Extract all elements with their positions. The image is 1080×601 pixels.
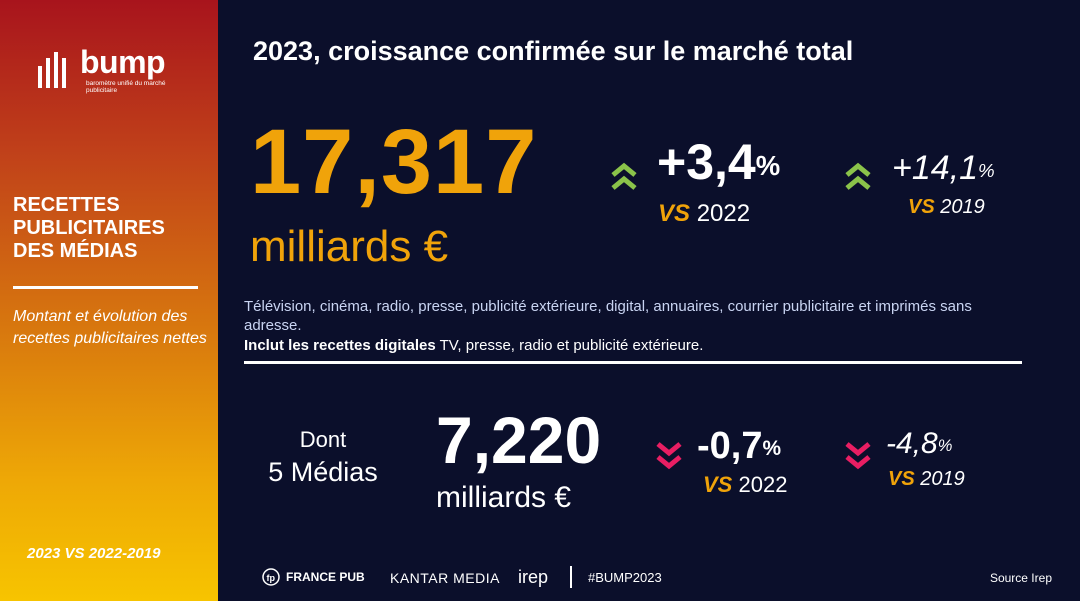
subset-change-2019: -4,8%	[886, 427, 953, 460]
partner-irep: irep	[518, 567, 549, 587]
double-chevron-up-icon	[845, 162, 871, 190]
subset-label: Dont 5 Médias	[268, 427, 378, 487]
sidebar: bump baromètre unifié du marché publicit…	[0, 0, 218, 601]
subset-value: 7,220	[436, 403, 602, 477]
subset-change-2022: -0,7%	[697, 425, 782, 467]
svg-text:fp: fp	[267, 573, 276, 583]
total-change-2022-label: VS 2022	[658, 200, 751, 227]
sidebar-title: RECETTES PUBLICITAIRES DES MÉDIAS	[13, 194, 165, 262]
scope-description: Télévision, cinéma, radio, presse, publi…	[244, 298, 972, 334]
subset-unit: milliards €	[436, 481, 572, 514]
france-pub-logo-icon: fp	[262, 568, 280, 586]
total-change-2022: +3,4%	[657, 134, 781, 190]
double-chevron-down-icon	[845, 442, 871, 470]
logo-tagline: baromètre unifié du marché publicitaire	[86, 80, 166, 94]
total-change-2019: +14,1%	[892, 149, 995, 187]
page-title: 2023, croissance confirmée sur le marché…	[253, 36, 854, 66]
sidebar-divider	[13, 286, 198, 289]
bump-logo: bump baromètre unifié du marché publicit…	[36, 44, 186, 104]
sidebar-period: 2023 VS 2022-2019	[27, 545, 161, 562]
total-unit: milliards €	[250, 222, 449, 271]
logo-wordmark: bump	[80, 44, 166, 80]
partner-kantar-media: KANTAR MEDIA	[390, 570, 500, 586]
sidebar-subtitle: Montant et évolution des recettes public…	[13, 308, 207, 347]
source-note: Source Irep	[989, 571, 1052, 585]
subset-change-2019-label: VS 2019	[888, 468, 965, 490]
bars-icon	[38, 52, 66, 88]
total-value: 17,317	[250, 111, 538, 213]
double-chevron-down-icon	[656, 442, 682, 470]
double-chevron-up-icon	[611, 162, 637, 190]
hashtag: #BUMP2023	[588, 570, 662, 585]
subset-change-2022-label: VS 2022	[703, 472, 788, 497]
footer-divider	[570, 566, 572, 588]
scope-note: Inclut les recettes digitales TV, presse…	[244, 337, 704, 354]
total-change-2019-label: VS 2019	[908, 196, 985, 218]
section-divider	[244, 361, 1022, 364]
partner-france-pub: FRANCE PUB	[286, 570, 365, 584]
